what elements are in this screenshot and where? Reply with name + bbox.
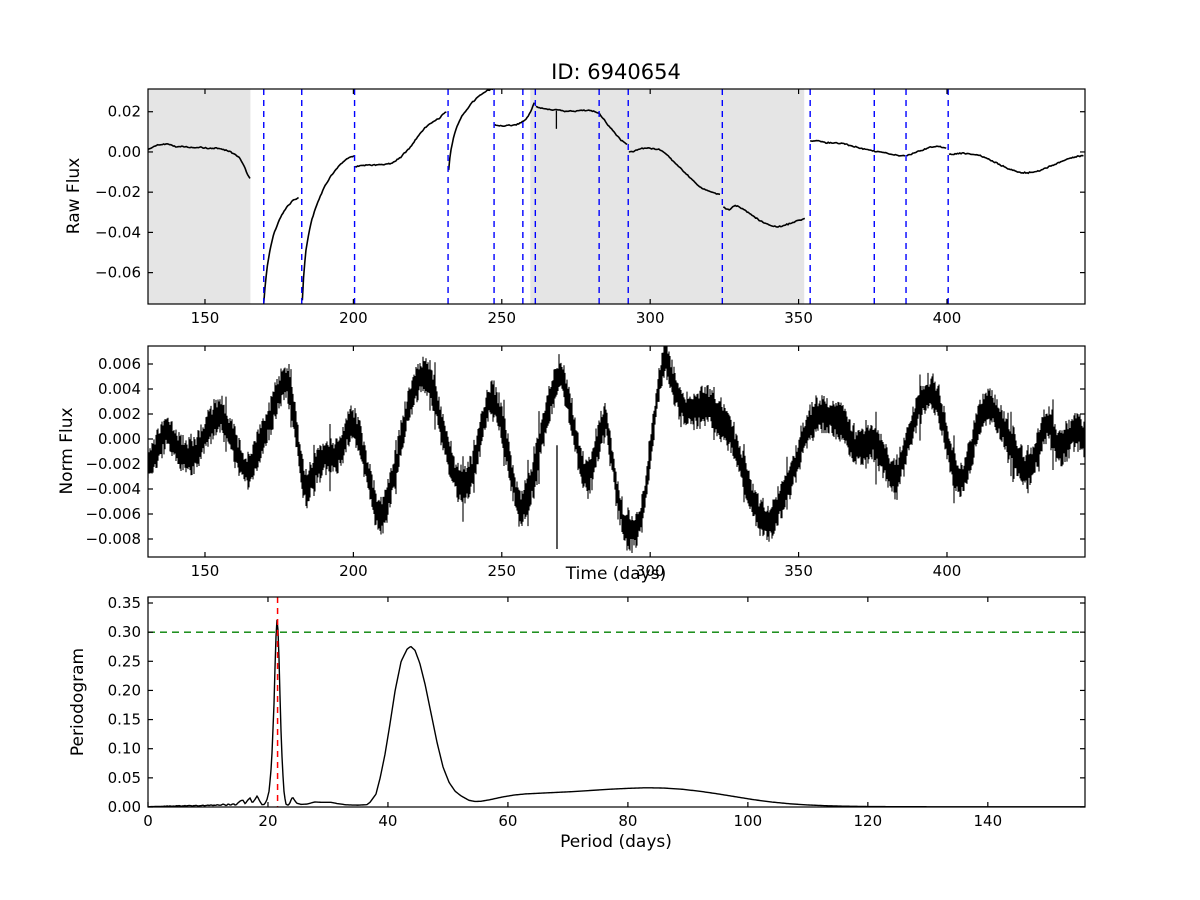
plot-background — [148, 597, 1085, 807]
y-tick-label: 0.00 — [108, 143, 141, 161]
x-tick-label: 250 — [487, 309, 516, 327]
axes-frame — [147, 88, 1086, 305]
x-tick-label: 150 — [191, 562, 220, 580]
x-tick-label: 140 — [974, 812, 1003, 830]
y-tick-label: 0.002 — [98, 405, 141, 423]
norm-flux-band — [148, 346, 1085, 553]
y-tick-label: −0.004 — [85, 480, 141, 498]
period-xlabel: Period (days) — [560, 832, 672, 852]
raw-flux-segment — [809, 139, 906, 157]
x-tick-label: 200 — [339, 562, 368, 580]
y-tick-label: 0.004 — [98, 380, 141, 398]
x-tick-label: 300 — [636, 309, 665, 327]
x-tick-label: 20 — [258, 812, 277, 830]
y-tick-label: 0.15 — [108, 711, 141, 729]
x-tick-label: 60 — [498, 812, 517, 830]
y-tick-label: 0.02 — [108, 103, 141, 121]
raw-flux-segment — [535, 105, 628, 145]
x-tick-label: 300 — [636, 562, 665, 580]
y-tick-label: −0.006 — [85, 505, 141, 523]
shaded-time-span — [530, 89, 805, 304]
x-tick-label: 350 — [784, 309, 813, 327]
x-tick-label: 200 — [339, 309, 368, 327]
raw-flux-segment — [948, 151, 1084, 175]
raw-flux-segment — [262, 196, 300, 304]
raw-flux-segment — [494, 102, 535, 128]
y-tick-label: −0.06 — [95, 264, 141, 282]
x-tick-label: 80 — [618, 812, 637, 830]
y-tick-label: 0.006 — [98, 355, 141, 373]
x-tick-label: 0 — [143, 812, 153, 830]
y-tick-label: 0.30 — [108, 623, 141, 641]
norm-flux-ylabel: Norm Flux — [57, 407, 77, 495]
panel-raw-flux: 150 200 250 300 350 400 0.02 0.00 −0.02 −0.04 −0.0… — [95, 88, 1086, 327]
y-tick-label: 0.000 — [98, 430, 141, 448]
panel-norm-flux: 150 200 250 300 350 400 0.006 0.004 0.002 0.000 −0… — [85, 345, 1086, 580]
y-tick-label: 0.35 — [108, 594, 141, 612]
x-tick-label: 120 — [854, 812, 883, 830]
x-tick-label: 100 — [734, 812, 763, 830]
raw-flux-segment — [906, 145, 947, 157]
x-tick-label: 400 — [933, 562, 962, 580]
y-tick-label: −0.002 — [85, 455, 141, 473]
x-tick-label: 350 — [784, 562, 813, 580]
x-tick-label: 150 — [191, 309, 220, 327]
axes-frame — [147, 596, 1086, 808]
raw-flux-segment — [447, 89, 494, 171]
y-tick-label: 0.10 — [108, 740, 141, 758]
y-tick-label: 0.05 — [108, 769, 141, 787]
x-tick-label: 400 — [933, 309, 962, 327]
time-xlabel: Time (days) — [565, 564, 667, 584]
figure-title: ID: 6940654 — [551, 60, 681, 84]
raw-flux-segment — [148, 143, 251, 179]
x-tick-label: 250 — [487, 562, 516, 580]
periodogram-ylabel: Periodogram — [68, 647, 88, 757]
raw-flux-segment — [723, 204, 806, 228]
y-tick-label: −0.04 — [95, 223, 141, 241]
panel-periodogram: 0 20 40 60 80 100 120 140 0.35 0.30 0.25 0.20 0.15 0.… — [108, 594, 1086, 830]
raw-flux-segment — [355, 111, 447, 168]
plot-background — [148, 346, 1085, 557]
y-tick-label: −0.02 — [95, 183, 141, 201]
shaded-time-span — [148, 89, 251, 304]
y-tick-label: 0.20 — [108, 681, 141, 699]
y-tick-label: 0.00 — [108, 798, 141, 816]
y-tick-label: −0.008 — [85, 530, 141, 548]
raw-flux-segment — [628, 147, 721, 196]
raw-flux-ylabel: Raw Flux — [64, 157, 84, 235]
axes-frame — [147, 345, 1086, 558]
x-tick-label: 40 — [378, 812, 397, 830]
y-tick-label: 0.25 — [108, 652, 141, 670]
raw-flux-segment — [301, 155, 355, 301]
